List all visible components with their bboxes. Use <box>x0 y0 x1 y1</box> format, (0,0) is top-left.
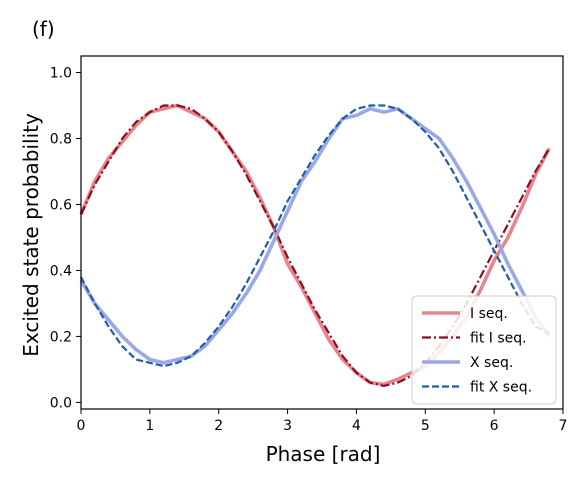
legend-label: I seq. <box>470 306 508 322</box>
x-tick-label: 6 <box>490 418 499 434</box>
x-tick-label: 7 <box>559 418 568 434</box>
x-tick-label: 2 <box>214 418 223 434</box>
y-tick-label: 0.6 <box>50 197 72 213</box>
y-tick-label: 0.2 <box>50 329 72 345</box>
x-axis-label: Phase [rad] <box>266 442 381 466</box>
legend-label: fit X seq. <box>470 380 532 396</box>
x-tick-label: 4 <box>352 418 361 434</box>
panel-label: (f) <box>32 17 55 41</box>
legend-label: fit I seq. <box>470 331 527 347</box>
y-tick-label: 0.0 <box>50 395 72 411</box>
y-tick-label: 0.4 <box>50 263 72 279</box>
y-tick-label: 0.8 <box>50 131 72 147</box>
x-tick-label: 3 <box>283 418 292 434</box>
x-tick-label: 5 <box>421 418 430 434</box>
legend: I seq. fit I seq. X seq. fit X seq. <box>412 296 556 404</box>
y-tick-label: 1.0 <box>50 65 72 81</box>
y-axis-label: Excited state probability <box>19 113 43 357</box>
legend-label: X seq. <box>470 355 513 371</box>
x-tick-label: 0 <box>77 418 86 434</box>
x-tick-label: 1 <box>145 418 154 434</box>
